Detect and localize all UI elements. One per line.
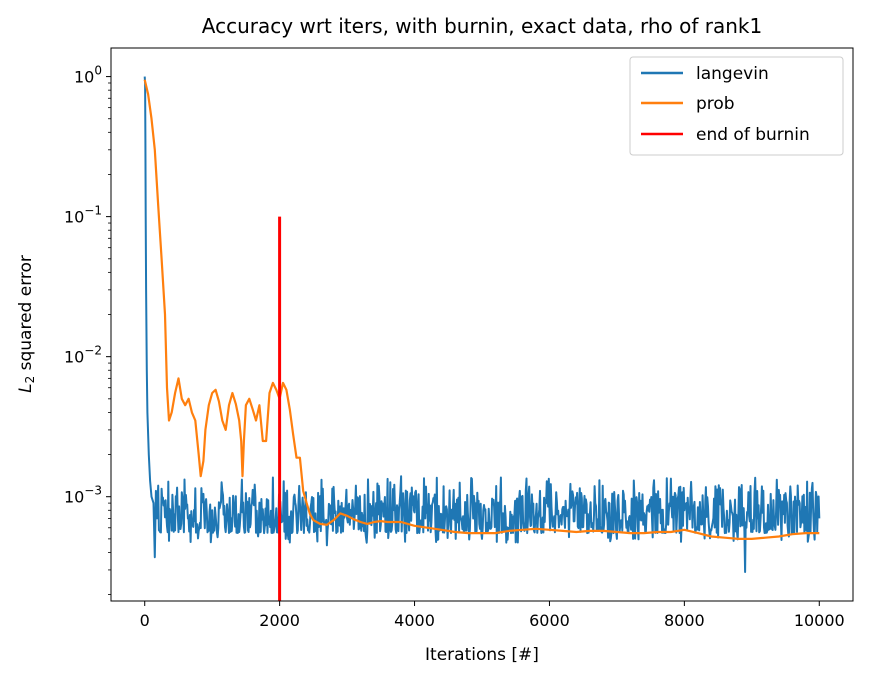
x-tick-label: 10000 xyxy=(794,611,845,630)
y-axis-ticks: 100 10−1 10−2 10−3 xyxy=(64,64,111,595)
x-axis-ticks: 0 2000 4000 6000 8000 10000 xyxy=(140,601,845,630)
y-axis-label-main: L xyxy=(16,383,36,392)
x-tick-label: 2000 xyxy=(259,611,300,630)
legend-label-langevin: langevin xyxy=(696,64,769,84)
y-axis-label-sub: 2 xyxy=(23,376,37,384)
plot-frame xyxy=(110,47,854,602)
x-tick-label: 0 xyxy=(140,611,150,630)
x-tick-label: 6000 xyxy=(529,611,570,630)
legend-label-prob: prob xyxy=(696,94,735,114)
legend: langevin prob end of burnin xyxy=(629,56,844,156)
chart-title: Accuracy wrt iters, with burnin, exact d… xyxy=(202,14,762,38)
legend-label-end-of-burnin: end of burnin xyxy=(696,125,810,145)
y-axis-label: L2 squared error xyxy=(16,255,37,393)
series-line-langevin xyxy=(143,76,821,573)
y-tick-label: 10−1 xyxy=(64,204,102,227)
x-tick-label: 8000 xyxy=(664,611,705,630)
x-axis-label: Iterations [#] xyxy=(425,645,539,665)
y-axis-label-rest: squared error xyxy=(16,255,36,376)
x-tick-label: 4000 xyxy=(394,611,435,630)
legend-box xyxy=(629,56,844,156)
series-layer xyxy=(143,76,821,601)
y-tick-label: 10−2 xyxy=(64,344,102,367)
y-tick-label: 100 xyxy=(74,64,102,87)
y-tick-label: 10−3 xyxy=(64,484,102,507)
series-line-prob xyxy=(143,79,820,540)
